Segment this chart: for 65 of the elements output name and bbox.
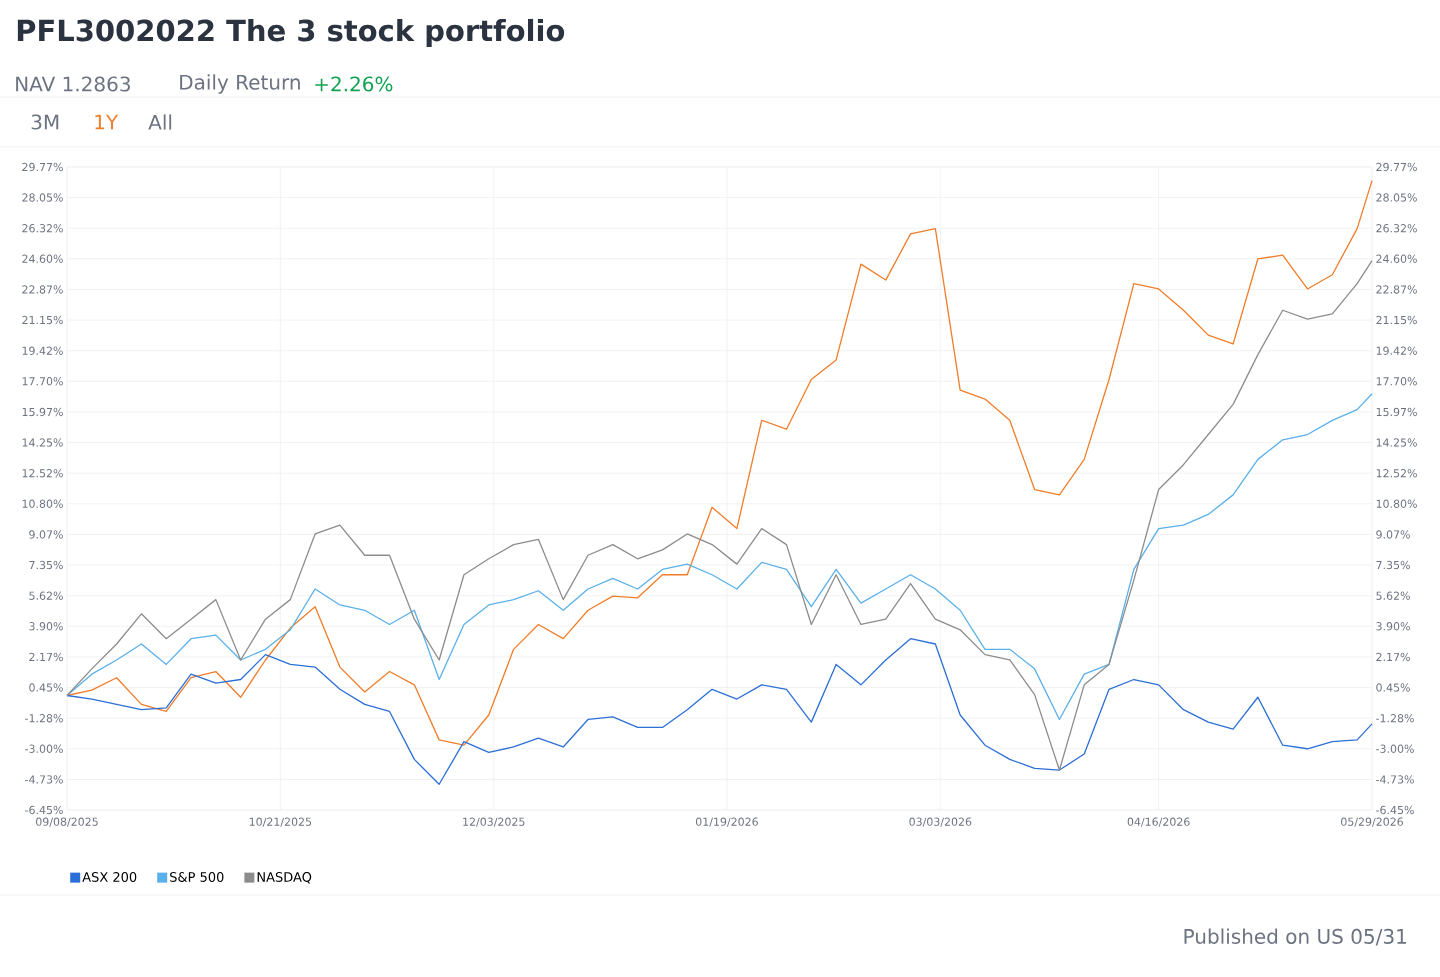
y-tick-label: 2.17% <box>29 652 63 662</box>
text: All <box>148 114 172 130</box>
legend-label: S&P 500 <box>170 872 224 882</box>
y-tick-label: 19.42% <box>22 346 63 355</box>
chart-title: PFL3002022 The 3 stock portfolio <box>17 18 565 48</box>
text: 1Y <box>95 114 119 130</box>
y-tick-label: 12.52% <box>22 469 63 478</box>
y2-tick-label: 17.70% <box>1376 377 1417 386</box>
y2-tick-label: 0.45% <box>1376 683 1410 692</box>
y2-tick-label: 21.15% <box>1376 315 1417 325</box>
y2-tick-label: -4.73% <box>1376 775 1414 784</box>
y-tick-label: 3.90% <box>29 622 63 631</box>
legend-label: ASX 200 <box>82 872 137 882</box>
y2-tick-label: 9.07% <box>1376 530 1410 539</box>
y2-tick-label: -6.45% <box>1376 805 1414 815</box>
x-tick-label: 12/03/2025 <box>463 817 525 827</box>
y2-tick-label: 10.80% <box>1376 499 1417 508</box>
x-tick-label: 10/21/2025 <box>249 817 312 827</box>
y2-tick-label: 5.62% <box>1376 591 1410 600</box>
y-tick-label: 14.25% <box>22 438 63 447</box>
y-tick-label: -1.28% <box>25 714 63 723</box>
text: Daily Return <box>180 74 300 94</box>
text: Published on US 05/31 <box>1184 928 1406 946</box>
y2-tick-label: 12.52% <box>1376 469 1417 478</box>
y-tick-label: 21.15% <box>22 315 63 325</box>
x-tick-label: 09/08/2025 <box>36 817 98 827</box>
y-tick-label: 7.35% <box>29 560 63 570</box>
y2-tick-label: 28.05% <box>1376 193 1417 202</box>
x-tick-label: 05/29/2026 <box>1341 817 1404 827</box>
y2-tick-label: 26.32% <box>1376 224 1417 233</box>
y2-tick-label: 29.77% <box>1376 162 1417 172</box>
y2-tick-label: -3.00% <box>1376 744 1414 753</box>
line-series <box>66 638 1373 785</box>
chart-subtitle: NAV 1.2863 <box>16 76 130 92</box>
y-tick-label: 5.62% <box>29 591 63 600</box>
y-tick-label: -4.73% <box>25 775 63 784</box>
x-tick-label: 03/03/2026 <box>909 817 972 827</box>
line-series <box>66 259 1373 771</box>
y-tick-label: 0.45% <box>29 683 63 692</box>
x-tick-label: 01/19/2026 <box>695 817 758 827</box>
y-tick-label: 15.97% <box>22 407 63 417</box>
y2-tick-label: 19.42% <box>1376 346 1417 355</box>
y-tick-label: -6.45% <box>25 805 63 815</box>
y2-tick-label: 24.60% <box>1376 254 1417 263</box>
text: 3M <box>31 114 59 130</box>
y2-tick-label: 2.17% <box>1376 652 1410 662</box>
y-tick-label: 24.60% <box>22 254 63 263</box>
y-tick-label: 26.32% <box>22 224 63 233</box>
y-tick-label: 9.07% <box>29 530 63 539</box>
y-tick-label: 22.87% <box>22 285 63 294</box>
y2-tick-label: 3.90% <box>1376 622 1410 631</box>
y-tick-label: 29.77% <box>22 162 63 172</box>
text: +2.26% <box>315 76 393 92</box>
y2-tick-label: 14.25% <box>1376 438 1417 447</box>
x-tick-label: 04/16/2026 <box>1127 817 1190 827</box>
legend-label: NASDAQ <box>257 872 312 884</box>
y2-tick-label: 22.87% <box>1376 285 1417 294</box>
y-tick-label: -3.00% <box>25 744 63 753</box>
y-tick-label: 10.80% <box>22 499 63 508</box>
y2-tick-label: 7.35% <box>1376 560 1410 570</box>
y2-tick-label: 15.97% <box>1376 407 1417 417</box>
y-tick-label: 17.70% <box>22 377 63 386</box>
y-tick-label: 28.05% <box>22 193 63 202</box>
y2-tick-label: -1.28% <box>1376 714 1414 723</box>
line-series <box>66 180 1373 746</box>
